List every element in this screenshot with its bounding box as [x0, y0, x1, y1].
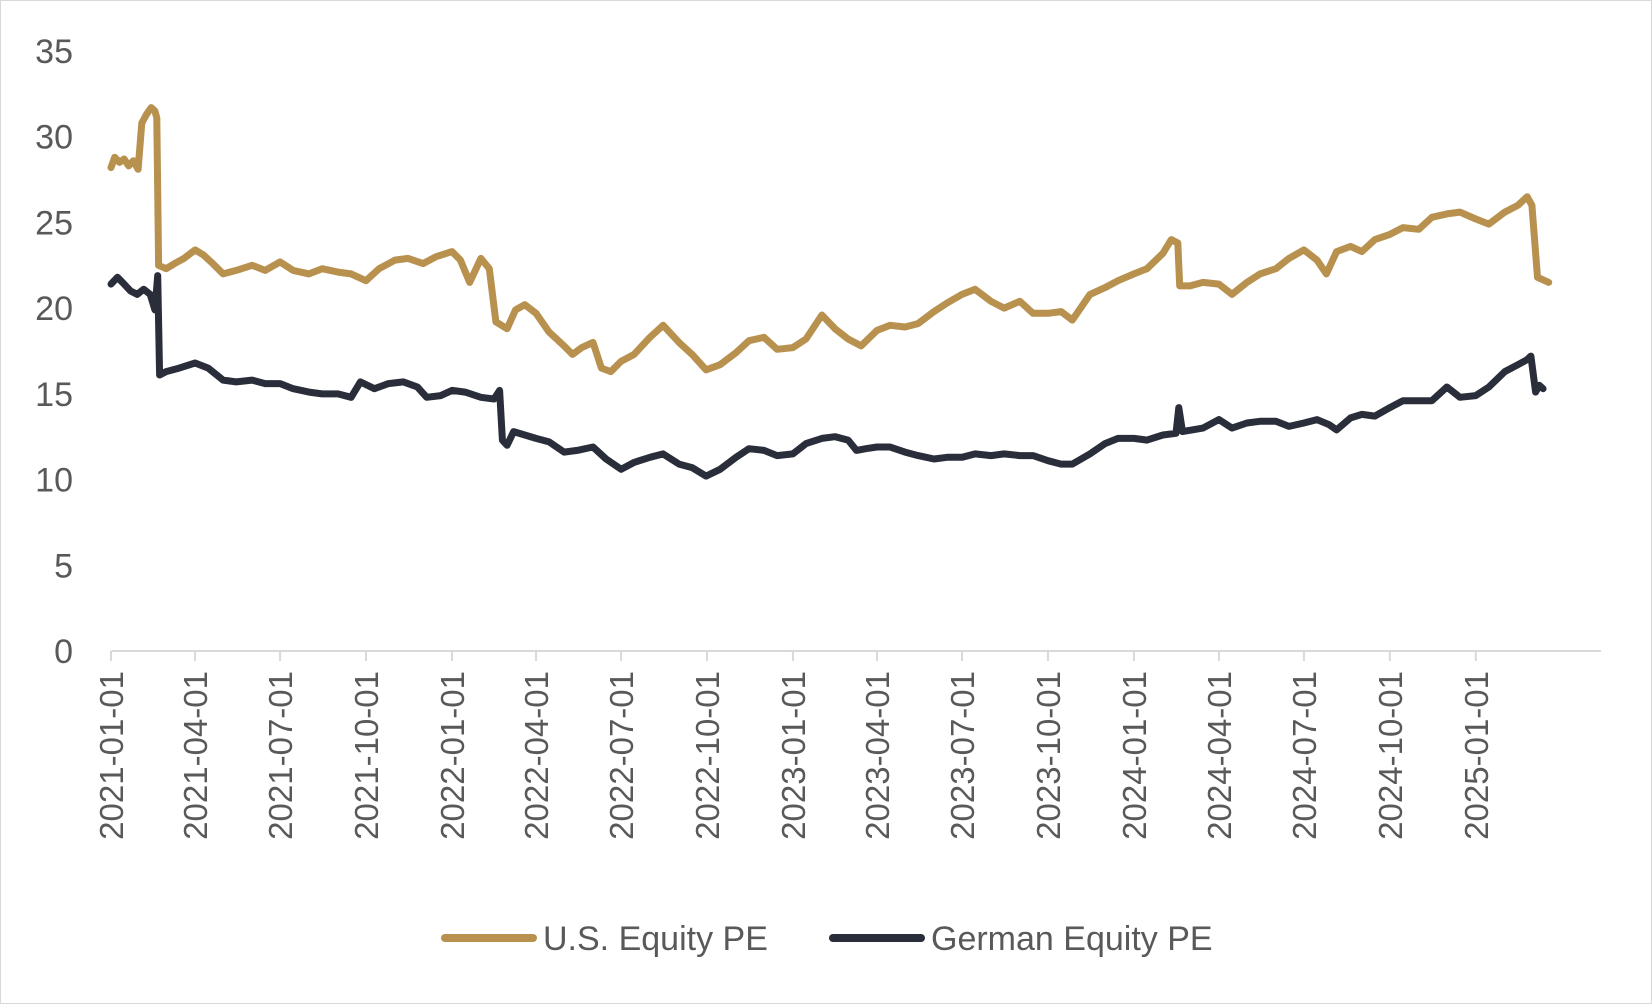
series-line-1: [107, 272, 1547, 480]
x-tick-label: 2024-07-01: [1286, 671, 1323, 840]
y-tick-label: 35: [35, 33, 73, 71]
x-tick-label: 2023-01-01: [775, 671, 812, 840]
legend-label: U.S. Equity PE: [543, 920, 768, 958]
x-tick-label: 2021-04-01: [177, 671, 214, 840]
x-tick-label: 2021-01-01: [93, 671, 130, 840]
x-tick-label: 2024-10-01: [1372, 671, 1409, 840]
legend-label: German Equity PE: [931, 920, 1213, 958]
x-tick-label: 2021-10-01: [348, 671, 385, 840]
x-tick-label: 2022-07-01: [603, 671, 640, 840]
x-tick-label: 2022-04-01: [518, 671, 555, 840]
x-tick-label: 2023-10-01: [1030, 671, 1067, 840]
y-tick-label: 10: [35, 462, 73, 500]
y-axis-ticks: 0 5 10 15 20 25 30 35: [35, 33, 73, 671]
x-tick-label: 2024-01-01: [1116, 671, 1153, 840]
series-lines: [107, 104, 1553, 480]
y-tick-label: 25: [35, 204, 73, 242]
x-tick-label: 2024-04-01: [1201, 671, 1238, 840]
x-tick-label: 2022-10-01: [689, 671, 726, 840]
y-tick-label: 15: [35, 376, 73, 414]
y-tick-label: 5: [54, 547, 73, 585]
x-tick-label: 2023-07-01: [944, 671, 981, 840]
x-tick-label: 2022-01-01: [434, 671, 471, 840]
y-tick-label: 20: [35, 290, 73, 328]
series-line-0: [107, 104, 1553, 376]
y-tick-label: 0: [54, 633, 73, 671]
x-tick-label: 2025-01-01: [1458, 671, 1495, 840]
x-tick-label: 2023-04-01: [859, 671, 896, 840]
y-tick-label: 30: [35, 119, 73, 157]
legend: U.S. Equity PE German Equity PE: [441, 920, 1213, 958]
x-tick-label: 2021-07-01: [262, 671, 299, 840]
x-axis-ticks: 2021-01-01 2021-04-01 2021-07-01 2021-10-01…: [93, 651, 1495, 840]
